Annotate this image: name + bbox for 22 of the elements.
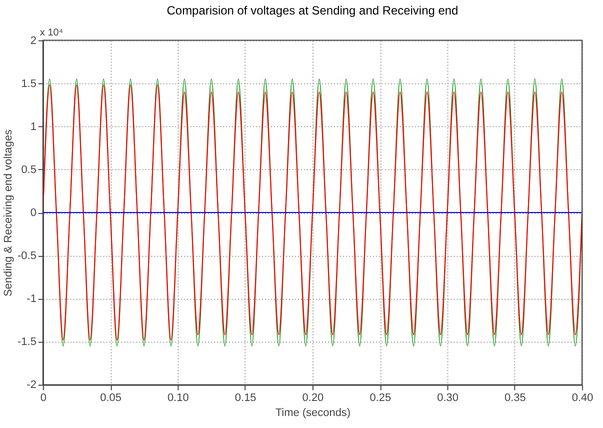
x-tick-label: 0.25	[370, 392, 392, 404]
y-tick-label: 1	[30, 120, 36, 133]
x-tick-label: 0.40	[572, 392, 594, 404]
y-tick-label: 2	[30, 34, 36, 47]
x-tick-label: 0.10	[168, 392, 189, 404]
chart-title: Comparision of voltages at Sending and Receiving end	[166, 3, 458, 18]
y-tick-label: 1.5	[21, 78, 36, 90]
x-tick-label: 0.05	[100, 392, 122, 404]
y-tick-label: -1	[26, 293, 36, 306]
x-tick-label: 0.30	[437, 392, 458, 404]
y-axis-title: Sending & Receiving end voltages	[2, 128, 15, 297]
x-axis-title: Time (seconds)	[275, 407, 351, 420]
text: x 10⁴	[40, 27, 64, 38]
y-tick-label: 0.5	[21, 164, 36, 176]
x-tick-label: 0.15	[234, 392, 256, 404]
x-tick-label: 0.35	[504, 392, 526, 404]
x-tick-label: 0	[40, 392, 46, 404]
y-tick-label: -2	[26, 379, 36, 392]
y-tick-label: -0.5	[18, 250, 36, 262]
y-tick-label: -1.5	[18, 336, 36, 348]
x-tick-label: 0.20	[302, 392, 324, 404]
y-tick-label: 0	[30, 206, 36, 219]
